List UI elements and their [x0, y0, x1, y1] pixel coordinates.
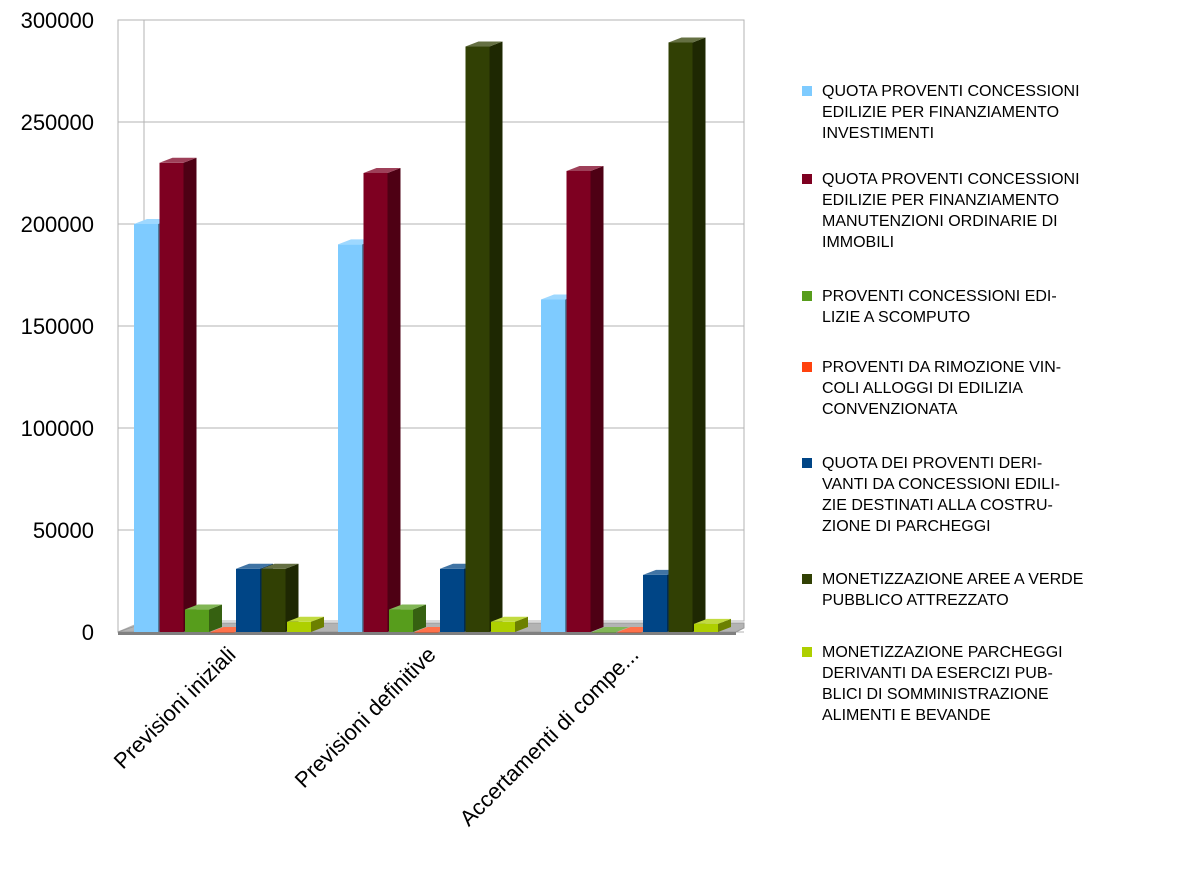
bar: [592, 627, 629, 633]
bar-top: [185, 604, 222, 610]
bar-top: [694, 618, 731, 624]
bar-front: [261, 568, 286, 632]
bar-front: [185, 609, 209, 632]
bar-top: [566, 165, 604, 171]
bar-group: [338, 41, 528, 633]
bar-front: [363, 173, 388, 632]
bar-top: [159, 157, 197, 163]
y-tick-label: 250000: [21, 110, 94, 135]
bar: [668, 37, 706, 632]
y-axis: 0 50000 100000 150000 200000 250000 300000: [21, 8, 94, 645]
bar: [363, 168, 401, 632]
bar-front: [491, 621, 515, 632]
bar-front: [236, 568, 260, 632]
bar: [566, 165, 604, 632]
legend-item: QUOTA PROVENTI CONCESSIONI EDILIZIE PER F…: [802, 83, 1080, 142]
bar: [694, 618, 731, 632]
bar: [185, 604, 222, 632]
bar: [465, 41, 503, 632]
bar-top: [261, 563, 299, 569]
legend-item: MONETIZZAZIONE PARCHEGGI DERIVANTI DA ESE…: [802, 644, 1063, 724]
bar-front: [210, 632, 235, 633]
legend-label: PROVENTI CONCESSIONI EDI-LIZIE A SCOMPUT…: [822, 288, 1057, 326]
legend-label: QUOTA DEI PROVENTI DERI-VANTI DA CONCESS…: [822, 455, 1060, 535]
back-wall: [144, 19, 745, 622]
legend-label: MONETIZZAZIONE AREE A VERDE PUBBLICO ATTR…: [822, 571, 1083, 609]
y-tick-label: 0: [82, 620, 94, 645]
legend-swatch: [802, 647, 812, 657]
bar-side: [489, 41, 503, 632]
bar-top: [491, 616, 528, 622]
bar-front: [465, 46, 490, 632]
legend-item: PROVENTI CONCESSIONI EDI-LIZIE A SCOMPUT…: [802, 288, 1057, 326]
legend-item: PROVENTI DA RIMOZIONE VIN-COLI ALLOGGI D…: [802, 359, 1061, 418]
bar-top: [668, 37, 706, 43]
bar-front: [287, 621, 311, 632]
bar-front: [668, 42, 693, 632]
bar-top: [389, 604, 426, 610]
legend-item: QUOTA PROVENTI CONCESSIONI EDILIZIE PER F…: [802, 171, 1080, 251]
bar-side: [590, 165, 604, 632]
legend-label: QUOTA PROVENTI CONCESSIONI EDILIZIE PER F…: [822, 83, 1080, 142]
bar-group: [541, 37, 731, 633]
legend-label: MONETIZZAZIONE PARCHEGGI DERIVANTI DA ESE…: [822, 644, 1063, 724]
bar-side: [183, 157, 197, 633]
bar-front: [338, 244, 362, 632]
bar-side: [515, 616, 528, 632]
legend-label: QUOTA PROVENTI CONCESSIONI EDILIZIE PER F…: [822, 171, 1080, 251]
x-tick-label: Previsioni iniziali: [109, 642, 241, 774]
bar: [287, 616, 324, 632]
y-tick-label: 50000: [33, 518, 94, 543]
bar-front: [159, 162, 184, 633]
legend-swatch: [802, 86, 812, 96]
legend-swatch: [802, 174, 812, 184]
bar: [159, 157, 197, 633]
legend-label: PROVENTI DA RIMOZIONE VIN-COLI ALLOGGI D…: [822, 359, 1061, 418]
legend-item: MONETIZZAZIONE AREE A VERDE PUBBLICO ATTR…: [802, 571, 1083, 609]
bar-side: [413, 604, 426, 632]
y-tick-label: 100000: [21, 416, 94, 441]
legend-swatch: [802, 574, 812, 584]
gridlines: [118, 19, 744, 633]
bar-front: [643, 574, 667, 632]
bar-top: [465, 41, 503, 47]
bar-front: [414, 632, 439, 633]
bar-front: [617, 632, 642, 633]
bar: [389, 604, 426, 632]
bar-front: [566, 170, 591, 632]
bar-front: [134, 224, 158, 632]
bar-top: [287, 616, 324, 622]
bar-front: [694, 623, 718, 632]
floor-front: [118, 632, 736, 635]
bar-group: [134, 157, 324, 633]
bar-side: [285, 563, 299, 632]
bar-side: [387, 168, 401, 632]
legend-swatch: [802, 362, 812, 372]
bar-front: [440, 568, 464, 632]
y-tick-label: 200000: [21, 212, 94, 237]
bar-side: [692, 37, 706, 632]
legend-swatch: [802, 291, 812, 301]
bar: [491, 616, 528, 632]
bar: [261, 563, 299, 632]
x-tick-label: Previsioni definitive: [290, 642, 441, 793]
legend-item: QUOTA DEI PROVENTI DERI-VANTI DA CONCESS…: [802, 455, 1060, 535]
bar-side: [718, 618, 731, 632]
bars: [134, 37, 731, 633]
legend: QUOTA PROVENTI CONCESSIONI EDILIZIE PER F…: [802, 83, 1083, 724]
bar-front: [541, 299, 565, 632]
bar-top: [592, 627, 629, 632]
bar-side: [209, 604, 222, 632]
bar-front: [592, 632, 616, 633]
x-tick-label: Accertamenti di compe...: [455, 642, 644, 831]
legend-swatch: [802, 458, 812, 468]
bar-top: [236, 563, 273, 569]
bar-side: [311, 616, 324, 632]
y-tick-label: 150000: [21, 314, 94, 339]
x-axis: Previsioni iniziali Previsioni definitive…: [109, 642, 644, 831]
bar-front: [389, 609, 413, 632]
bar-top: [363, 168, 401, 173]
y-tick-label: 300000: [21, 8, 94, 33]
